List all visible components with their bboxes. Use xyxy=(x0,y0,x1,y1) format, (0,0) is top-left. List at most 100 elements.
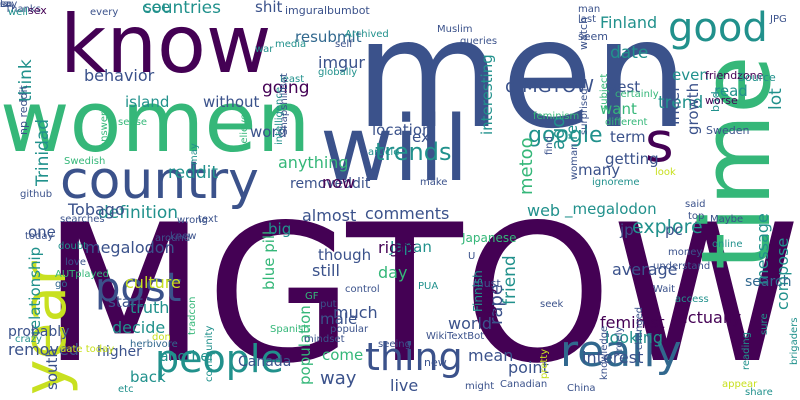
word-make: make xyxy=(420,177,448,188)
word-pc: pc xyxy=(665,221,683,239)
word-knowledge: knowledge xyxy=(599,325,610,380)
word-popular: popular xyxy=(330,324,369,335)
word-south: south xyxy=(43,348,61,390)
word-metoo: metoo xyxy=(516,137,537,195)
word-say: say xyxy=(0,0,18,10)
word-reading: reading xyxy=(741,332,752,370)
word-back: back xyxy=(130,368,166,386)
word-imguralbumbot: imguralbumbot xyxy=(285,4,370,17)
word-github: github xyxy=(20,189,53,200)
word-archived: Archived xyxy=(345,29,389,40)
word-sure: sure xyxy=(759,313,770,335)
word-growth: growth xyxy=(684,82,702,135)
word-live: live xyxy=(390,376,419,395)
word-feminist: feminist xyxy=(600,313,665,332)
word-shit: shit xyxy=(255,0,283,16)
word-read: read xyxy=(714,82,748,100)
word-canadian: Canadian xyxy=(500,379,548,390)
word-blue-pill: blue pill xyxy=(260,230,278,290)
word-new: new xyxy=(424,356,447,369)
word-day: day xyxy=(378,263,408,282)
word-people: people xyxy=(155,337,284,381)
word-mindset: mindset xyxy=(304,334,345,345)
word-seek: seek xyxy=(540,299,564,310)
word-seem: seem xyxy=(578,30,608,43)
word-want: want xyxy=(600,100,637,118)
word-finland: Finland xyxy=(600,13,658,32)
word-megalodon: megalodon xyxy=(85,238,175,257)
word-even: even xyxy=(672,66,709,84)
word-looking: looking xyxy=(605,328,664,347)
word-find: find xyxy=(544,136,555,155)
word-np-reddit: np reddit xyxy=(17,85,30,135)
word-finnish: Finnish xyxy=(471,270,485,312)
word-re: re xyxy=(563,124,581,140)
word-resubmit: resubmit xyxy=(295,28,362,46)
word-decide: decide xyxy=(112,318,166,337)
word-mgtow: MGTOW xyxy=(42,184,800,400)
word-lot: lot xyxy=(766,88,786,110)
word-china: China xyxy=(567,383,596,394)
word-trinidad: Trinidad xyxy=(33,118,53,186)
word-good: good xyxy=(668,5,768,51)
word-higher: higher xyxy=(97,344,142,360)
word-subject: subject xyxy=(599,73,610,110)
word-date: date xyxy=(610,43,649,63)
word-ignoreme: ignoreme xyxy=(592,177,640,188)
word-comments: comments xyxy=(365,204,450,223)
word-men: men xyxy=(355,0,689,162)
word-muslim: Muslim xyxy=(437,24,473,35)
word-q-mgtow: q MGTOW xyxy=(505,76,594,97)
word-though: though xyxy=(318,246,372,264)
word-source: Source xyxy=(738,71,776,84)
word-war: war xyxy=(255,44,274,55)
word-swedish: Swedish xyxy=(64,156,106,167)
word-different: different xyxy=(605,117,648,128)
word-country: country xyxy=(60,151,259,211)
word-shapshillbot: ShapshillBot xyxy=(279,73,290,135)
word-online: online xyxy=(712,239,743,250)
word-island: island xyxy=(125,93,170,111)
word-almost: almost xyxy=(302,206,357,225)
word-mean: mean xyxy=(468,346,514,365)
word-s: s xyxy=(645,110,674,174)
word-post: post xyxy=(95,265,182,311)
word-control: control xyxy=(345,284,380,295)
word-west: west xyxy=(605,78,641,96)
word-average: average xyxy=(612,260,678,279)
word-globally: globally xyxy=(318,67,358,78)
word-crazy: crazy xyxy=(15,334,42,345)
word-another: another xyxy=(160,349,215,365)
word-look: look xyxy=(655,167,676,178)
word-tobago: Tobago xyxy=(68,200,125,219)
word-relationship: relationship xyxy=(26,246,44,335)
word-seeing: seeing xyxy=(378,339,411,350)
word-search: search xyxy=(745,274,792,290)
word-gf: GF xyxy=(305,291,319,302)
word-actually: actually xyxy=(678,308,742,327)
word-self: self xyxy=(335,39,353,50)
word-google: google xyxy=(528,123,603,148)
word-web: web xyxy=(527,201,561,220)
word-know: know xyxy=(60,0,272,91)
word-jpg: JPG xyxy=(770,14,787,25)
word-pua: PUA xyxy=(418,281,439,292)
word-spanish: Spanish xyxy=(270,324,310,335)
word-wait: Wait xyxy=(653,284,676,295)
word-en: en xyxy=(0,0,13,10)
word-etc: etc xyxy=(118,384,134,395)
word-jp: jp xyxy=(620,221,634,239)
word-removeddit: removeddit xyxy=(290,176,371,192)
word-trend: trend xyxy=(658,93,704,113)
word-wrong: wrong xyxy=(177,215,208,226)
word-one: one xyxy=(28,223,56,241)
word-explore: explore xyxy=(632,216,703,238)
word-will: will xyxy=(320,97,469,202)
word-countries: countries xyxy=(142,0,221,18)
word-location: location xyxy=(372,121,432,139)
word-top: top xyxy=(688,211,705,222)
word-probably: probably xyxy=(8,324,70,340)
word-male: male xyxy=(320,310,358,328)
word-well: well xyxy=(8,7,28,18)
word-go: go xyxy=(55,279,68,290)
